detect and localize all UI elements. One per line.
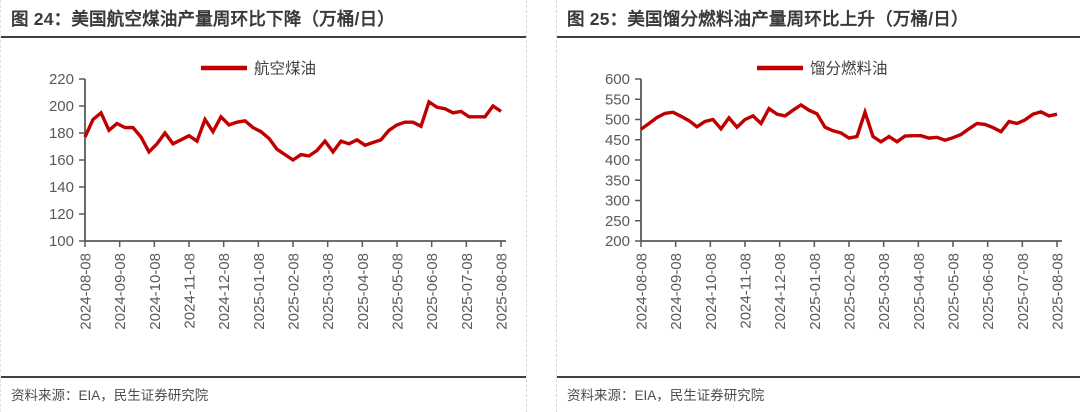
y-tick-label: 180 [49,125,74,142]
y-tick-label: 550 [605,91,630,108]
y-tick-label: 600 [605,71,630,88]
x-tick-label: 2024-09-08 [668,253,685,330]
legend-label: 馏分燃料油 [810,60,888,78]
x-tick-label: 2024-11-08 [182,253,199,329]
x-tick-label: 2025-07-08 [459,253,476,330]
y-tick-label: 100 [49,233,74,250]
figure-24-panel: 图 24：美国航空煤油产量周环比下降（万桶/日） 航空煤油 100 120 140 16… [0,0,527,412]
x-tick-label: 2025-04-08 [911,253,928,330]
figure-25-title: 图 25：美国馏分燃料油产量周环比上升（万桶/日） [557,0,1080,38]
x-tick-label: 2025-06-08 [424,253,441,330]
legend: 馏分燃料油 [757,60,888,78]
y-tick-label: 300 [605,193,630,210]
x-tick-label: 2025-03-08 [876,253,893,330]
y-tick-label: 200 [49,98,74,115]
x-tick-label: 2024-10-08 [147,253,164,330]
x-tick-label: 2025-08-08 [1050,253,1067,330]
x-tick-label: 2024-08-08 [78,253,95,330]
data-line [640,102,1058,144]
legend-label: 航空煤油 [254,60,316,78]
figure-24-chart-area: 航空煤油 100 120 140 160 180 200 220 2024-08-08 2024-… [1,38,526,376]
distillate-line-chart: 馏分燃料油 200 250 300 350 400 450 500 550 600 2024-08-… [605,60,1067,330]
y-tick-label: 200 [605,233,630,250]
legend: 航空煤油 [201,60,316,78]
y-tick-label: 140 [49,179,74,196]
x-tick-label: 2024-12-08 [772,253,789,330]
jet-fuel-line-chart: 航空煤油 100 120 140 160 180 200 220 2024-08-08 2024-… [49,60,511,330]
figure-25-source: 资料来源：EIA，民生证券研究院 [557,376,1080,412]
y-tick-label: 500 [605,112,630,129]
figure-24-source: 资料来源：EIA，民生证券研究院 [1,376,526,412]
figure-24-title: 图 24：美国航空煤油产量周环比下降（万桶/日） [1,0,526,38]
y-tick-label: 450 [605,132,630,149]
axes [640,79,1062,242]
x-tick-label: 2024-08-08 [634,253,651,330]
x-tick-label: 2024-10-08 [703,253,720,330]
y-tick-label: 350 [605,172,630,189]
x-tick-label: 2025-06-08 [980,253,997,330]
y-tick-label: 220 [49,71,74,88]
y-tick-label: 160 [49,152,74,169]
y-tick-label: 120 [49,206,74,223]
x-tick-label: 2025-05-08 [390,253,407,330]
y-tick-label: 400 [605,152,630,169]
figure-25-panel: 图 25：美国馏分燃料油产量周环比上升（万桶/日） 馏分燃料油 200 250 300… [556,0,1080,412]
x-tick-label: 2025-07-08 [1015,253,1032,330]
x-tick-label: 2024-12-08 [216,253,233,330]
x-tick-label: 2024-09-08 [112,253,129,330]
x-tick-label: 2025-01-08 [807,253,824,330]
data-line [83,99,502,163]
x-tick-label: 2025-05-08 [946,253,963,330]
x-tick-label: 2025-03-08 [320,253,337,330]
x-tick-label: 2025-02-08 [842,253,859,330]
x-tick-label: 2025-01-08 [251,253,268,330]
x-tick-label: 2025-08-08 [494,253,511,330]
figure-25-chart-area: 馏分燃料油 200 250 300 350 400 450 500 550 600 2024-08-… [557,38,1080,376]
x-tick-label: 2025-02-08 [286,253,303,330]
y-tick-label: 250 [605,213,630,230]
x-tick-label: 2025-04-08 [355,253,372,330]
x-tick-label: 2024-11-08 [738,253,755,329]
